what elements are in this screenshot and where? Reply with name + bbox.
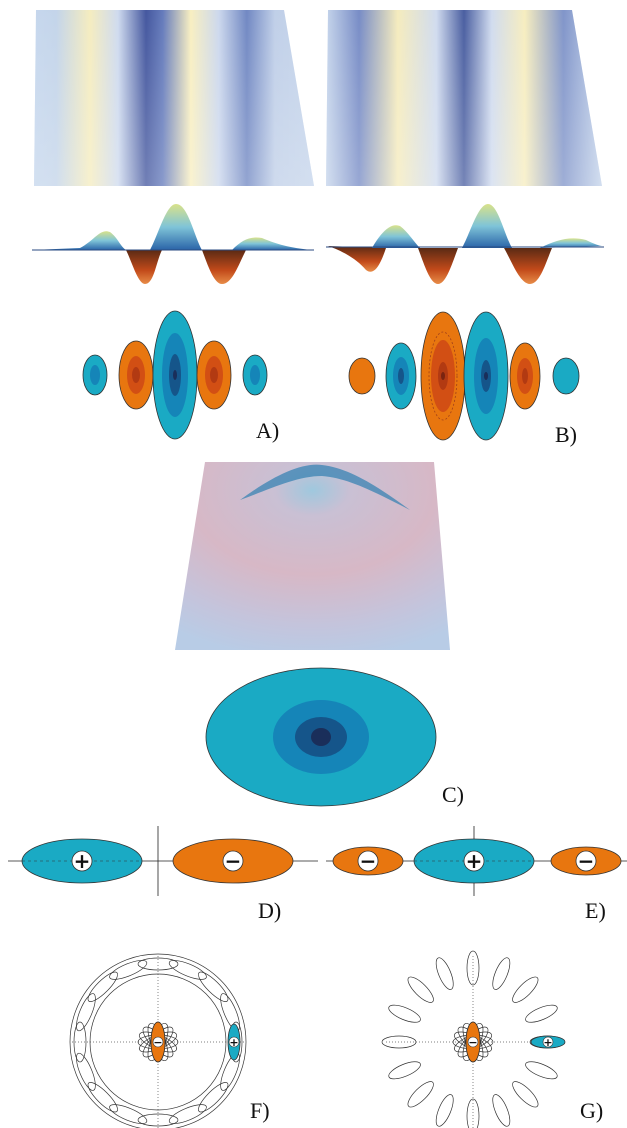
panel-g-ring-ellipse — [525, 1004, 558, 1023]
panel-c: C) — [175, 462, 464, 807]
panel-f-ring-ellipse — [168, 1104, 207, 1124]
panel-a-elliptical-field — [82, 310, 268, 440]
panel-f-ring-ellipse — [137, 957, 179, 971]
panel-f-ring-ellipse — [87, 1082, 118, 1113]
panel-c-label: C) — [442, 782, 464, 807]
panel-f: − + F) — [69, 953, 270, 1128]
panel-d-label: D) — [258, 898, 281, 923]
panel-g-ring-ellipse — [407, 1081, 434, 1108]
panel-d: + − D) — [8, 826, 318, 923]
panel-f-plus-sign: + — [229, 1036, 238, 1049]
panel-g-ring-ellipse — [381, 1035, 417, 1049]
panel-f-guide-circle — [89, 973, 227, 1111]
panel-g-ring-ellipse — [435, 957, 454, 990]
panel-g-minus-sign: − — [468, 1036, 477, 1049]
panel-g-ring-ellipse — [492, 1094, 511, 1127]
panel-g-ring-ellipse — [512, 1081, 539, 1108]
panel-f-ring-ellipse — [109, 960, 148, 980]
panel-g-ring-ellipse — [492, 957, 511, 990]
panel-g-ring-ellipse — [466, 950, 480, 986]
panel-f-minus-sign: − — [153, 1036, 162, 1049]
panel-b-label: B) — [555, 422, 577, 447]
panel-g: − + G) — [381, 950, 603, 1128]
panel-a: A) — [32, 10, 314, 443]
panel-d-minus-sign: − — [225, 849, 242, 873]
panel-d-plus-sign: + — [74, 849, 91, 873]
panel-f-ring-ellipse — [76, 1052, 96, 1091]
panel-g-ring-ellipse — [466, 1098, 480, 1128]
panel-f-ring-ellipse — [198, 971, 229, 1002]
panel-e-left-minus-sign: − — [360, 849, 377, 873]
panel-e-plus-sign: + — [466, 849, 483, 873]
panel-e-right-minus-sign: − — [578, 849, 595, 873]
panel-f-ring-ellipse — [220, 993, 240, 1032]
panel-g-ring-ellipse — [512, 976, 539, 1003]
panel-c-dome-surface — [175, 462, 450, 650]
panel-f-guide-circle — [69, 953, 247, 1128]
panel-f-ring-ellipse — [220, 1052, 240, 1091]
panel-f-ring-ellipse — [76, 993, 96, 1032]
panel-f-ring-ellipse — [198, 1082, 229, 1113]
panel-g-ring-ellipse — [388, 1061, 421, 1080]
panel-e: − + − E) — [326, 826, 627, 923]
panel-e-label: E) — [585, 898, 606, 923]
panel-b-wave-profile — [326, 204, 604, 284]
panel-c-circular-field — [205, 667, 437, 807]
panel-g-ring-ellipse — [407, 976, 434, 1003]
panel-f-ring-ellipse — [87, 971, 118, 1002]
panel-g-ring-ellipse — [525, 1061, 558, 1080]
panel-b: B) — [326, 10, 604, 447]
panel-a-wave-profile — [32, 204, 314, 284]
panel-g-ring-of-ellipses — [381, 950, 565, 1128]
panel-f-ring-ellipse — [109, 1104, 148, 1124]
panel-g-label: G) — [580, 1098, 603, 1123]
panel-f-label: F) — [250, 1098, 270, 1123]
panel-f-ring-of-ellipses — [69, 953, 247, 1128]
panel-f-ring-ellipse — [168, 960, 207, 980]
panel-f-ring-ellipse — [137, 1113, 179, 1127]
panel-g-ring-ellipse — [435, 1094, 454, 1127]
panel-a-label: A) — [256, 418, 279, 443]
panel-g-plus-sign: + — [543, 1036, 552, 1049]
panel-f-ring-ellipse — [73, 1021, 87, 1063]
panel-b-elliptical-field — [348, 311, 580, 441]
panel-g-ring-ellipse — [388, 1004, 421, 1023]
